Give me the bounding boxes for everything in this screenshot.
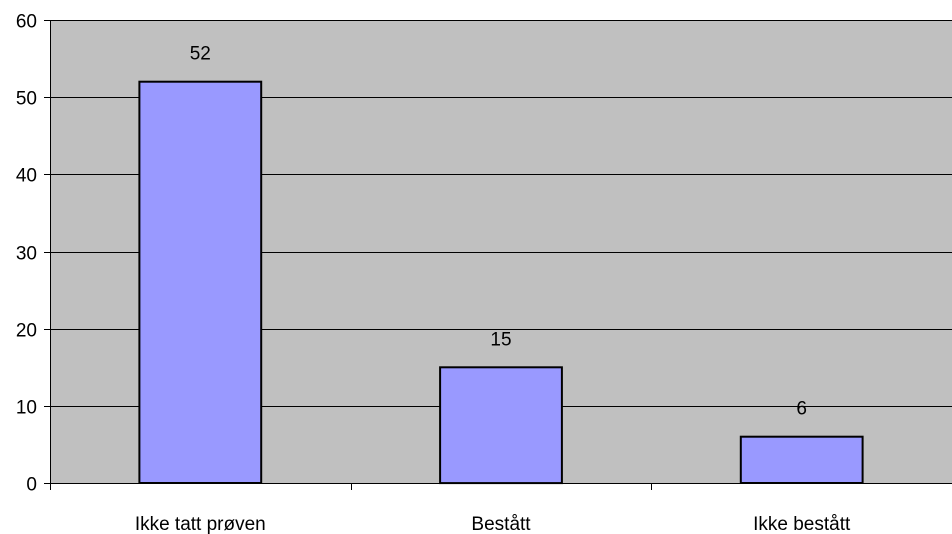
x-tick-label: Ikke bestått [753, 514, 851, 534]
bar [439, 366, 563, 485]
y-tick-label: 20 [16, 321, 37, 342]
x-tick-label: Ikke tatt prøven [135, 514, 266, 534]
bar [739, 435, 864, 485]
bar [138, 80, 263, 484]
y-tick-label: 30 [16, 244, 37, 265]
y-tick-label: 50 [16, 89, 37, 110]
data-labels: 52 15 6 [190, 44, 807, 420]
x-axis: Ikke tatt prøven Bestått Ikke bestått [50, 483, 952, 534]
y-tick-label: 10 [16, 398, 37, 419]
data-label: 52 [190, 44, 211, 65]
y-tick-label: 40 [16, 166, 37, 187]
y-axis: 0 10 20 30 40 50 60 [16, 12, 51, 496]
y-tick-label: 60 [16, 12, 37, 33]
bars [138, 80, 864, 485]
x-tick-label: Bestått [471, 514, 531, 534]
y-tick-label: 0 [26, 475, 37, 496]
data-label: 15 [490, 329, 511, 350]
data-label: 6 [796, 399, 807, 420]
